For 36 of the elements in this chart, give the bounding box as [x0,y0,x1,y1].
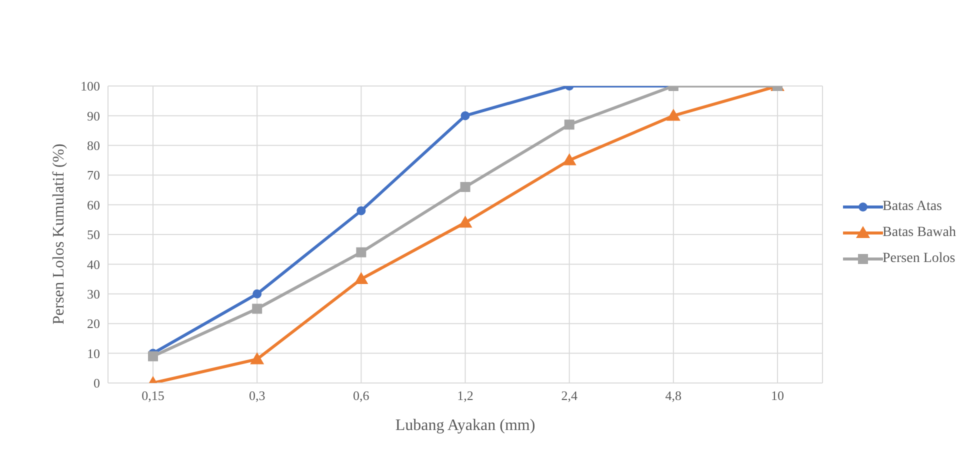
x-tick-label: 1,2 [457,388,474,404]
point [148,351,158,362]
y-tick-label: 70 [87,168,100,183]
point [252,289,262,298]
point [564,120,574,130]
point [356,247,366,258]
y-axis-title: Persen Lolos Kumulatif (%) [50,144,68,324]
y-tick-label: 10 [87,346,100,361]
point [356,206,366,216]
point [666,108,680,121]
x-tick-label: 0,6 [353,388,370,404]
point [250,352,264,364]
legend-label: Persen Lolos [882,251,956,267]
point [252,304,262,314]
x-axis-title: Lubang Ayakan (mm) [395,417,536,434]
y-tick-label: 80 [87,138,100,154]
y-tick-label: 20 [87,316,100,332]
y-tick-label: 100 [80,78,100,94]
x-tick-label: 4,8 [665,388,682,404]
y-tick-label: 0 [94,376,100,391]
y-tick-label: 50 [87,227,100,242]
y-tick-label: 60 [87,197,100,212]
legend-label: Batas Bawah [882,225,956,241]
y-tick-label: 40 [87,256,100,272]
point [562,153,576,166]
point [460,182,470,192]
point [458,216,472,228]
x-tick-label: 10 [771,388,784,404]
y-tick-label: 30 [87,286,100,302]
y-tick-label: 90 [87,108,100,124]
point [354,272,368,284]
x-tick-label: 0,3 [248,388,266,404]
x-tick-label: 0,15 [142,388,164,404]
point [460,111,470,120]
legend-label: Batas Atas [882,199,942,215]
x-tick-label: 2,4 [561,388,578,404]
